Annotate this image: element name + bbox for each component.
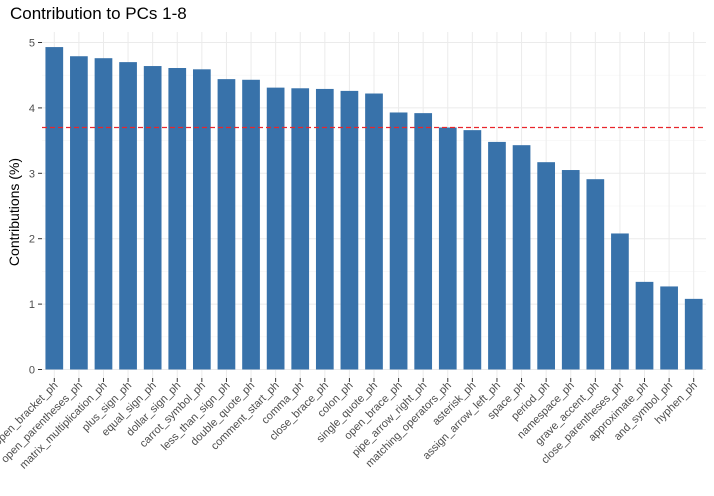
x-axis: open_bracket_phopen_parentheses_phmatrix… (0, 378, 700, 472)
y-tick-label: 2 (29, 234, 35, 246)
bars (45, 47, 703, 370)
bar-space_ph (512, 145, 531, 370)
y-axis: 0 1 2 3 4 5 (29, 38, 42, 377)
bar-colon_ph (340, 90, 359, 370)
y-axis-title: Contributions (%) (6, 158, 22, 266)
bar-assign_arrow_left_ph (488, 141, 506, 370)
chart-title: Contribution to PCs 1-8 (10, 4, 187, 23)
y-tick-label: 0 (29, 365, 35, 377)
bar-pipe_arrow_right_ph (414, 113, 433, 370)
bar-dollar_sign_ph (168, 68, 187, 370)
bar-close_brace_ph (315, 88, 334, 370)
bar-equal_sign_ph (143, 66, 162, 370)
y-tick-label: 3 (29, 168, 35, 180)
bar-open_parentheses_ph (70, 56, 88, 370)
bar-open_bracket_ph (45, 47, 64, 370)
y-tick-label: 1 (29, 299, 35, 311)
bar-approximate_ph (635, 281, 654, 370)
bar-matrix_multiplication_ph (94, 58, 113, 370)
bar-carrot_symbol_ph (192, 69, 211, 370)
bar-less_than_sign_ph (217, 79, 236, 370)
y-tick-label: 4 (29, 103, 35, 115)
bar-plus_sign_ph (119, 62, 137, 370)
bar-asterisk_ph (463, 130, 482, 370)
bar-comment_start_ph (266, 87, 285, 370)
bar-double_quote_ph (242, 79, 260, 370)
bar-hyphen_ph (684, 298, 703, 370)
bar-comma_ph (291, 88, 310, 370)
bar-close_parentheses_ph (611, 233, 629, 370)
bar-period_ph (537, 162, 556, 370)
bar-namespace_ph (561, 170, 580, 370)
bar-open_brace_ph (389, 112, 408, 370)
y-tick-label: 5 (29, 38, 35, 50)
bar-and_symbol_ph (660, 286, 678, 370)
bar-grave_accent_ph (586, 179, 605, 370)
bar-matching_operators_ph (438, 127, 457, 370)
bar-single_quote_ph (365, 93, 383, 370)
